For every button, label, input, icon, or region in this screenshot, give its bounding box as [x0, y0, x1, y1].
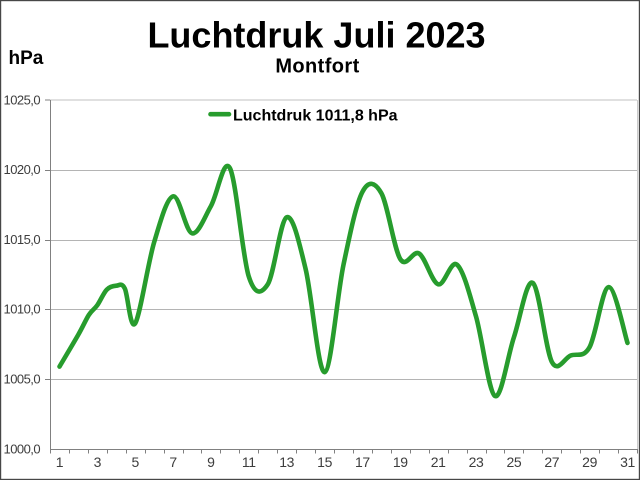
svg-text:3: 3 — [94, 454, 102, 470]
svg-text:1015,0: 1015,0 — [4, 232, 41, 247]
svg-text:17: 17 — [355, 454, 370, 470]
svg-text:5: 5 — [131, 454, 139, 470]
svg-text:9: 9 — [207, 454, 215, 470]
svg-text:11: 11 — [242, 454, 256, 470]
svg-text:Montfort: Montfort — [275, 56, 359, 78]
svg-text:29: 29 — [582, 454, 597, 470]
svg-text:Luchtdruk 1011,8 hPa: Luchtdruk 1011,8 hPa — [233, 107, 398, 124]
svg-text:27: 27 — [544, 454, 559, 470]
svg-text:23: 23 — [469, 454, 484, 470]
svg-text:Luchtdruk Juli 2023: Luchtdruk Juli 2023 — [147, 15, 485, 56]
svg-text:31: 31 — [620, 454, 635, 470]
svg-text:21: 21 — [431, 454, 446, 470]
svg-text:1025,0: 1025,0 — [4, 92, 41, 107]
svg-text:1020,0: 1020,0 — [4, 162, 41, 177]
svg-text:19: 19 — [393, 454, 408, 470]
svg-text:15: 15 — [317, 454, 332, 470]
svg-text:7: 7 — [169, 454, 177, 470]
svg-text:25: 25 — [506, 454, 521, 470]
svg-text:1005,0: 1005,0 — [4, 372, 41, 387]
svg-text:1: 1 — [56, 454, 64, 470]
svg-text:13: 13 — [279, 454, 294, 470]
svg-text:1010,0: 1010,0 — [4, 302, 41, 317]
svg-text:1000,0: 1000,0 — [4, 441, 41, 456]
svg-text:hPa: hPa — [9, 48, 44, 69]
